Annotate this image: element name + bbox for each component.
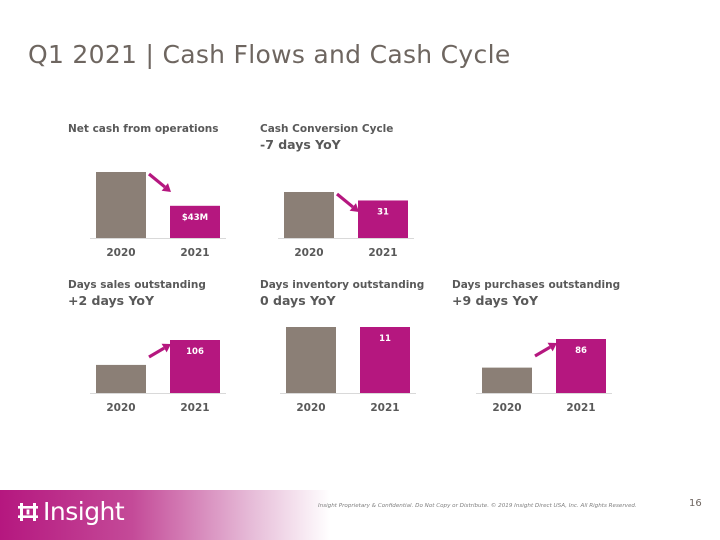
- logo-wordmark: Insight: [43, 497, 125, 526]
- data-label: 86: [575, 346, 587, 356]
- page-title: Q1 2021 | Cash Flows and Cash Cycle: [28, 40, 511, 69]
- arrow-shaft: [148, 346, 165, 359]
- x-tick-label: 2020: [106, 402, 135, 414]
- arrow-shaft: [147, 172, 166, 189]
- bar-2020: [286, 327, 336, 393]
- x-tick-label: 2020: [492, 402, 521, 414]
- data-label: 11: [379, 334, 391, 344]
- card-net-cash: Net cash from operations: [68, 123, 219, 135]
- bar-chart: 2020 2021 11: [280, 327, 416, 414]
- bar-chart: 2020 2021 106: [90, 340, 226, 414]
- bar-2021: [170, 340, 220, 393]
- x-tick-label: 2020: [296, 402, 325, 414]
- x-tick-label: 2021: [180, 402, 209, 414]
- card-days-purchases-outstanding: Days purchases outstanding +9 days YoY: [452, 279, 620, 308]
- card-subheading: +9 days YoY: [452, 293, 539, 308]
- card-subheading: -7 days YoY: [260, 137, 341, 152]
- arrow-shaft: [335, 192, 354, 209]
- trend-arrow-icon: [147, 172, 171, 192]
- x-tick-label: 2021: [180, 247, 209, 259]
- arrow-head: [161, 343, 171, 353]
- data-label: 106: [186, 347, 204, 357]
- legal-notice: Insight Proprietary & Confidential. Do N…: [318, 503, 637, 509]
- bar-2020: [96, 364, 146, 393]
- footer-gradient-band: [0, 490, 330, 540]
- bar-chart: 2020 2021 31: [278, 192, 414, 259]
- card-heading: Cash Conversion Cycle: [260, 123, 394, 135]
- x-tick-label: 2021: [566, 402, 595, 414]
- trend-arrow-icon: [148, 343, 171, 359]
- card-heading: Days purchases outstanding: [452, 279, 621, 291]
- bar-2020: [284, 192, 334, 238]
- arrow-head: [349, 203, 359, 212]
- card-cash-conversion-cycle: Cash Conversion Cycle -7 days YoY: [260, 123, 393, 152]
- trend-arrow-icon: [335, 192, 359, 212]
- chart-days-inventory-outstanding: 2020 2021 11: [280, 316, 425, 420]
- chart-days-purchases-outstanding: 2020 2021 86: [476, 316, 626, 420]
- arrow-shaft: [534, 345, 551, 358]
- bar-chart: 2020 2021 86: [476, 339, 612, 414]
- x-tick-label: 2021: [368, 247, 397, 259]
- card-heading: Net cash from operations: [68, 123, 219, 135]
- data-label: 31: [377, 207, 389, 217]
- bar-2021: [170, 205, 220, 238]
- arrow-head: [161, 183, 171, 192]
- card-subheading: 0 days YoY: [260, 293, 336, 308]
- card-heading: Days sales outstanding: [68, 279, 206, 291]
- card-subheading: +2 days YoY: [68, 293, 155, 308]
- x-tick-label: 2021: [370, 402, 399, 414]
- chart-cash-conversion-cycle: 2020 2021 31: [278, 160, 428, 264]
- bar-2020: [482, 367, 532, 393]
- bar-2020: [96, 172, 146, 238]
- bar-2021: [360, 327, 410, 393]
- trend-arrow-icon: [534, 342, 557, 358]
- data-label: $43M: [182, 213, 208, 223]
- bar-2021: [358, 200, 408, 238]
- arrow-head: [547, 342, 557, 352]
- insight-logo: Insight: [18, 497, 125, 526]
- bar-chart: 2020 2021 $43M: [90, 172, 226, 259]
- chart-net-cash: 2020 2021 $43M: [90, 160, 235, 264]
- bar-2021: [556, 339, 606, 393]
- x-tick-label: 2020: [106, 247, 135, 259]
- x-tick-label: 2020: [294, 247, 323, 259]
- card-days-sales-outstanding: Days sales outstanding +2 days YoY: [68, 279, 206, 308]
- card-days-inventory-outstanding: Days inventory outstanding 0 days YoY: [260, 279, 424, 308]
- card-heading: Days inventory outstanding: [260, 279, 425, 291]
- page-number: 16: [689, 498, 702, 509]
- footer: Insight Insight Proprietary & Confidenti…: [0, 490, 720, 540]
- insight-logo-icon: [18, 502, 38, 521]
- chart-days-sales-outstanding: 2020 2021 106: [90, 316, 235, 420]
